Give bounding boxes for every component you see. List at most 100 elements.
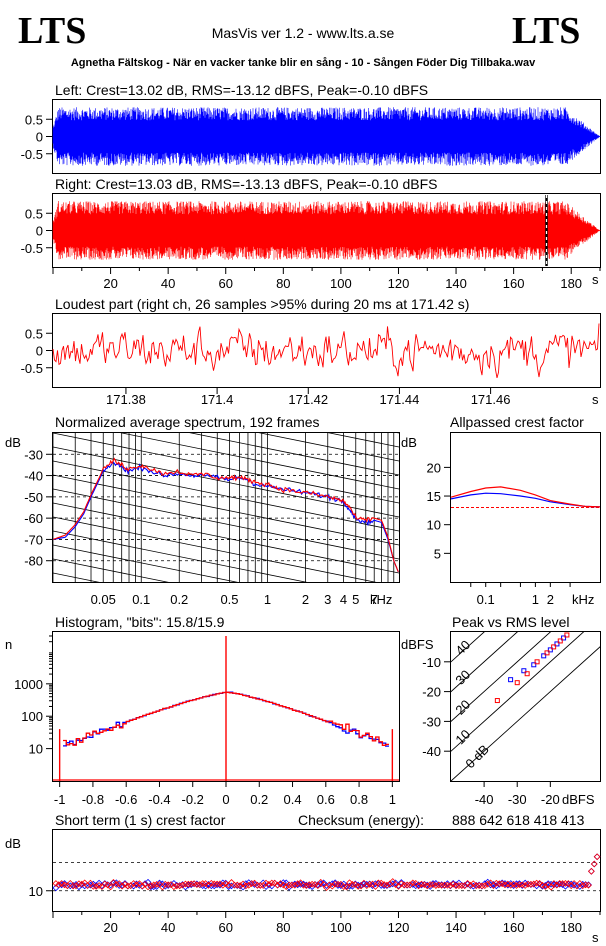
short-term-point-left-111 (369, 882, 376, 889)
short-term-point-left-156 (498, 879, 506, 887)
spectrum-xtick-label-7: 4 (340, 592, 347, 607)
peak-vs-rms-frame (450, 631, 601, 782)
peak-rms-diag-10 (451, 632, 585, 752)
short-term-point-right-129 (420, 881, 428, 889)
short-term-xtick-label-6: 140 (445, 920, 467, 935)
peak-rms-diag-label-2: 20 (452, 697, 473, 718)
peak-rms-point-right-4 (544, 650, 550, 656)
loudest-xtick-label-2: 171.42 (288, 392, 328, 407)
histogram-xtick-label-1: -0.8 (82, 792, 104, 807)
short-term-point-right-175 (553, 881, 561, 889)
short-term-point-left-54 (205, 881, 212, 888)
short-term-point-left-81 (282, 879, 290, 887)
allpassed-xtick-label-2: 2 (547, 592, 554, 607)
short-term-crest-frame (52, 829, 601, 912)
spectrum-title: Normalized average spectrum, 192 frames (55, 414, 320, 430)
short-term-point-right-55 (207, 879, 215, 887)
allpassed-curve-right (450, 486, 601, 508)
right-xtick-label-8: 180 (560, 276, 582, 291)
short-term-point-right-65 (236, 882, 244, 889)
short-term-point-right-161 (513, 882, 520, 889)
spectrum-slope-line-13 (53, 530, 308, 582)
short-term-xtick-label-1: 40 (161, 920, 175, 935)
peak-rms-diag-label-1: 30 (452, 667, 473, 688)
allpassed-ytick-label-3: 5 (434, 546, 441, 561)
short-term-point-right-157 (501, 881, 509, 889)
peak-rms-point-left-1 (521, 668, 527, 674)
peak-rms-xtick-label-1: -30 (508, 792, 527, 807)
peak-rms-diag-20 (451, 632, 552, 723)
peak-vs-rms-title: Peak vs RMS level (452, 614, 570, 630)
short-term-point-right-132 (429, 881, 437, 889)
histogram-ytick-label-0: 1000 (14, 677, 43, 692)
peak-rms-point-left-0 (508, 677, 514, 683)
short-term-point-right-174 (550, 880, 558, 887)
peak-rms-diag-40 (451, 632, 485, 663)
loudest-part-trace (52, 323, 600, 379)
short-term-point-left-87 (300, 880, 307, 888)
spectrum-xtick-label-3: 0.5 (220, 592, 238, 607)
short-term-point-right-179 (564, 880, 572, 887)
short-term-point-left-70 (251, 881, 258, 888)
short-term-point-right-81 (282, 883, 290, 890)
short-term-point-right-130 (423, 882, 431, 890)
left-channel-title: Left: Crest=13.02 dB, RMS=-13.12 dBFS, P… (55, 82, 429, 98)
short-term-point-right-109 (363, 882, 371, 890)
right-ytick-label-1: 0 (36, 224, 43, 239)
short-term-point-right-8 (72, 882, 80, 890)
histogram-frame (52, 631, 400, 782)
spectrum-slope-line-6 (53, 433, 399, 504)
short-term-point-right-145 (467, 881, 474, 889)
right-xtick-label-5: 120 (388, 276, 410, 291)
right-xunit: s (592, 272, 599, 287)
histogram-ylabel: n (5, 637, 12, 652)
allpassed-xtick-label-1: 1 (532, 592, 539, 607)
short-term-point-right-18 (101, 880, 109, 888)
loudest-ytick-label-0: 0.5 (25, 326, 43, 341)
short-term-point-right-114 (377, 879, 385, 887)
peak-rms-point-left-6 (561, 635, 567, 641)
spectrum-xtick-label-9: 7 (371, 592, 378, 607)
short-term-point-right-105 (351, 881, 359, 888)
short-term-point-right-187 (587, 867, 595, 875)
short-term-point-right-3 (58, 880, 66, 887)
peak-rms-point-right-1 (514, 680, 520, 686)
spectrum-slope-line-5 (120, 433, 399, 490)
loudest-part-frame (52, 313, 601, 388)
spectrum-ytick-label-5: -80 (24, 554, 43, 569)
peak-rms-point-right-0 (494, 698, 500, 704)
spectrum-slope-line-12 (53, 516, 377, 582)
short-term-point-right-127 (415, 882, 423, 890)
right-ytick-label-0: 0.5 (25, 206, 43, 221)
spectrum-slope-line-10 (53, 488, 399, 560)
right-xtick-label-4: 100 (330, 276, 352, 291)
short-term-point-right-164 (521, 882, 529, 889)
short-term-point-right-93 (317, 878, 325, 886)
short-term-point-left-37 (156, 879, 163, 887)
spectrum-slope-line-2 (327, 433, 399, 448)
right-xtick-label-2: 60 (219, 276, 233, 291)
loudest-xunit: s (592, 392, 599, 407)
short-term-point-right-34 (147, 882, 155, 890)
short-term-point-right-170 (539, 881, 546, 889)
allpassed-xunit: kHz (572, 592, 594, 607)
short-term-xtick-label-4: 100 (330, 920, 352, 935)
right-xtick-label-3: 80 (276, 276, 290, 291)
spectrum-xtick-label-1: 0.1 (132, 592, 150, 607)
short-term-point-right-44 (176, 882, 184, 890)
short-term-point-left-96 (325, 881, 333, 889)
spectrum-ytick-label-4: -70 (24, 532, 43, 547)
short-term-xtick-label-3: 80 (276, 920, 290, 935)
short-term-point-right-33 (144, 883, 152, 891)
peak-rms-xtick-label-2: -20 (541, 792, 560, 807)
loudest-xtick-label-3: 171.44 (380, 392, 420, 407)
right-channel-title: Right: Crest=13.03 dB, RMS=-13.13 dBFS, … (55, 176, 438, 192)
short-term-point-left-36 (153, 883, 161, 890)
right-ytick-label-2: -0.5 (21, 241, 43, 256)
histogram-xtick-label-4: -0.2 (182, 792, 204, 807)
left-waveform-frame (52, 99, 601, 174)
short-term-point-left-187 (587, 867, 595, 875)
short-term-point-right-116 (383, 881, 391, 889)
short-term-point-right-10 (78, 880, 86, 888)
left-waveform-trace (52, 107, 601, 166)
